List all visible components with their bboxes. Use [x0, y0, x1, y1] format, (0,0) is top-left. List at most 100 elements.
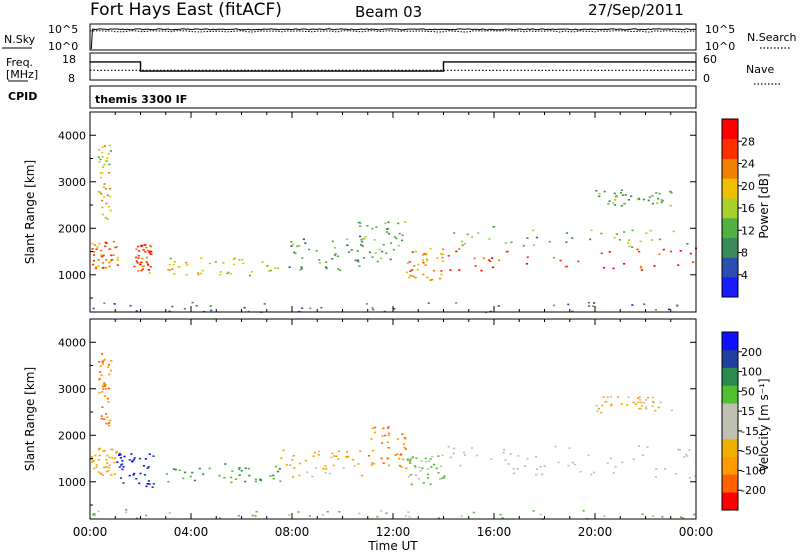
power-echo-cell	[371, 227, 374, 230]
power-ytick-label: 3000	[58, 176, 86, 189]
power-echo-cell	[356, 259, 359, 262]
power-echo-cell	[290, 245, 293, 247]
velocity-xaxis-ticks	[89, 319, 697, 519]
velocity-echo-cell	[198, 467, 201, 470]
power-echo-cell	[137, 269, 140, 272]
velocity-echo-cell	[603, 401, 606, 403]
velocity-echo-cell	[490, 458, 493, 460]
power-echo-cell	[670, 191, 673, 194]
velocity-echo-cell	[119, 457, 122, 459]
power-echo-cell	[497, 305, 500, 307]
velocity-echo-cell	[102, 359, 105, 362]
power-echo-cell	[559, 259, 562, 262]
power-echo-cell	[116, 264, 119, 266]
power-echo-cell	[129, 304, 132, 307]
velocity-echo-cell	[234, 478, 237, 480]
power-echo-cell	[401, 239, 404, 242]
power-ytick-label: 1000	[58, 269, 86, 282]
power-echo-cell	[103, 183, 106, 185]
power-echo-cell	[325, 267, 328, 270]
velocity-echo-cell	[420, 460, 423, 462]
velocity-echo-cell	[100, 374, 103, 377]
power-colorbar-tick-label: 4	[741, 269, 748, 282]
freq-left-tick-top: 18	[62, 53, 76, 66]
power-echo-cell	[660, 201, 663, 204]
power-echo-cell	[101, 262, 105, 264]
power-echo-cell	[447, 255, 450, 257]
velocity-echo-cell	[103, 382, 106, 384]
velocity-echo-cell	[512, 468, 515, 470]
velocity-colorbar-tick-label: -200	[741, 484, 766, 497]
velocity-colorbar-segment	[722, 349, 738, 368]
velocity-echo-cell	[694, 475, 697, 477]
power-echo-cell	[672, 230, 675, 233]
velocity-echo-cell	[298, 462, 301, 465]
power-echo-cell	[136, 262, 139, 264]
power-echo-cell	[385, 231, 388, 233]
velocity-echo-cell	[643, 401, 646, 404]
power-echo-cell	[623, 231, 626, 233]
velocity-echo-cell	[370, 464, 373, 466]
power-echo-cell	[103, 145, 107, 147]
freq-right-tick-top: 60	[703, 53, 717, 66]
power-colorbar-tick-label: 12	[741, 224, 755, 237]
velocity-echo-cell	[609, 457, 612, 460]
power-echo-cell	[650, 239, 653, 241]
power-echo-cell	[651, 202, 654, 205]
velocity-ytick-label: 4000	[58, 336, 86, 349]
power-echo-cell	[409, 270, 412, 272]
power-echo-cell	[453, 232, 456, 234]
power-echo-cell	[97, 190, 100, 193]
power-echo-cell	[267, 270, 270, 272]
power-echo-cell	[148, 272, 151, 274]
power-echo-cell	[658, 238, 662, 241]
velocity-echo-cell	[174, 468, 177, 471]
velocity-echo-cell	[640, 405, 643, 407]
velocity-echo-cell	[424, 461, 428, 463]
power-echo-cell	[168, 263, 171, 266]
velocity-echo-cell	[99, 365, 102, 368]
velocity-echo-cell	[373, 431, 377, 434]
velocity-echo-cell	[107, 366, 110, 368]
power-echo-cell	[533, 244, 536, 246]
velocity-echo-cell	[409, 462, 412, 464]
velocity-echo-cell	[685, 453, 688, 456]
power-echo-cell	[137, 254, 140, 257]
time-tick-label: 00:00	[73, 525, 108, 539]
power-echo-cell	[623, 202, 626, 205]
power-echo-cell	[299, 268, 302, 271]
power-echo-cell	[423, 253, 426, 255]
velocity-echo-cell	[414, 466, 417, 469]
velocity-echo-cell	[98, 378, 101, 380]
velocity-echo-cell	[371, 462, 374, 464]
power-ylabel: Slant Range [km]	[23, 160, 37, 264]
velocity-echo-cell	[101, 363, 104, 365]
velocity-echo-cell	[97, 361, 101, 363]
power-echo-cell	[104, 188, 107, 190]
power-echo-cell	[99, 176, 103, 179]
power-echo-cell	[108, 248, 111, 250]
power-echo-cell	[233, 257, 237, 259]
velocity-echo-cell	[568, 447, 571, 449]
power-echo-cell	[113, 303, 116, 305]
power-echo-cell	[142, 265, 145, 268]
power-echo-cell	[491, 257, 494, 259]
velocity-echo-cell	[509, 453, 512, 455]
velocity-echo-cell	[409, 473, 413, 476]
power-ytick-label: 2000	[58, 222, 86, 235]
power-echo-cell	[638, 250, 641, 253]
power-echo-cell	[97, 156, 100, 158]
nsearch-series	[89, 30, 696, 33]
power-echo-cell	[689, 252, 692, 255]
velocity-echo-cell	[516, 468, 519, 470]
power-echo-cell	[331, 240, 334, 243]
power-echo-cell	[356, 250, 359, 252]
velocity-ytick-label: 1000	[58, 476, 86, 489]
velocity-echo-cell	[370, 438, 373, 440]
power-echo-cell	[679, 250, 682, 252]
power-colorbar-tick-label: 20	[741, 180, 755, 193]
power-colorbar-segment	[722, 237, 738, 258]
velocity-echo-cell	[592, 471, 596, 474]
velocity-echo-cell	[557, 461, 560, 464]
velocity-echo-cell	[325, 467, 328, 470]
